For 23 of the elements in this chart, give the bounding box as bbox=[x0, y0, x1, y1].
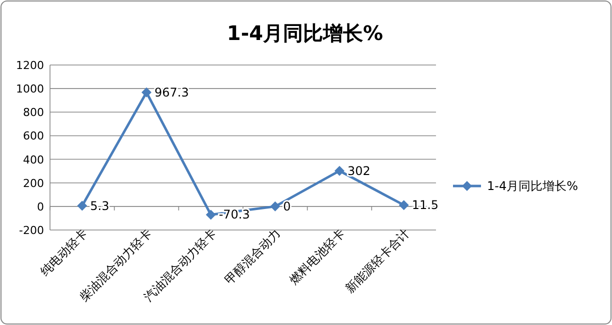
data-label: 11.5 bbox=[412, 198, 439, 212]
point bbox=[142, 87, 152, 98]
y-tick-label: 800 bbox=[23, 106, 44, 120]
data-label: 967.3 bbox=[154, 85, 189, 100]
y-tick-label: 400 bbox=[23, 153, 44, 166]
data-label: 302 bbox=[348, 164, 370, 178]
data-label: 5.3 bbox=[90, 198, 110, 213]
y-tick-label: 1200 bbox=[16, 59, 44, 72]
x-tick-label: 新能源轻卡合计 bbox=[342, 226, 412, 296]
point bbox=[206, 210, 216, 220]
point bbox=[334, 166, 344, 176]
y-tick-label: 600 bbox=[23, 130, 44, 143]
x-tick-label: 甲醇混合动力 bbox=[222, 226, 284, 288]
legend-label: 1-4月同比增长% bbox=[487, 179, 578, 193]
y-tick-label: 1000 bbox=[16, 82, 44, 96]
point bbox=[270, 201, 280, 212]
y-tick-label: -200 bbox=[19, 224, 44, 237]
y-tick-label: 200 bbox=[23, 176, 44, 190]
point bbox=[77, 200, 88, 211]
point bbox=[398, 200, 409, 210]
y-tick-label: 0 bbox=[37, 200, 44, 214]
chart-title: 1-4月同比增长% bbox=[226, 21, 384, 45]
data-label: 0 bbox=[283, 199, 291, 214]
